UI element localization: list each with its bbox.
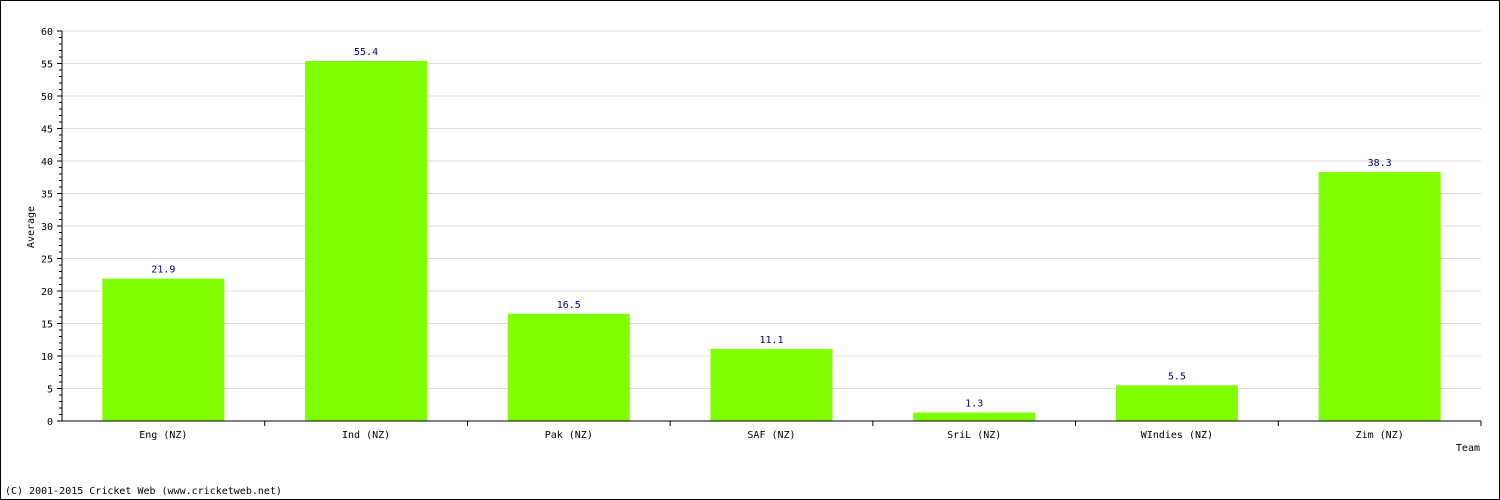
value-labels: 21.9 55.4 16.5 11.1 1.3 5.5 38.3 [151,47,1391,410]
y-tick-label-55: 55 [41,60,53,71]
y-ticks: 0 5 10 15 20 25 30 35 40 45 50 55 60 [41,27,62,428]
x-tick-label-1: Ind (NZ) [342,430,390,441]
y-axis-title: Average [26,206,37,248]
bar-2 [507,313,630,421]
value-label-1: 55.4 [354,47,378,58]
y-tick-label-45: 45 [41,125,53,136]
y-tick-label-5: 5 [47,385,53,396]
y-tick-label-60: 60 [41,27,53,38]
value-label-4: 1.3 [965,399,983,410]
bar-5 [1115,385,1238,421]
x-tick-label-4: SriL (NZ) [947,430,1001,441]
y-tick-label-30: 30 [41,222,53,233]
bar-0 [102,278,225,421]
y-tick-label-50: 50 [41,92,53,103]
value-label-3: 11.1 [759,335,783,346]
x-tick-label-6: Zim (NZ) [1356,430,1404,441]
x-axis-title: Team [1456,443,1480,454]
y-tick-label-25: 25 [41,255,53,266]
bar-3 [710,348,833,421]
value-label-5: 5.5 [1168,371,1186,382]
x-tick-label-3: SAF (NZ) [747,430,795,441]
y-tick-label-40: 40 [41,157,53,168]
gridlines [62,30,1481,389]
copyright-footer: (C) 2001-2015 Cricket Web (www.cricketwe… [5,486,282,497]
value-label-2: 16.5 [557,300,581,311]
bar-1 [305,60,428,422]
x-tick-label-2: Pak (NZ) [545,430,593,441]
bar-6 [1318,172,1441,421]
bars [102,60,1441,422]
x-tick-label-5: WIndies (NZ) [1141,430,1213,441]
y-tick-label-10: 10 [41,352,53,363]
value-label-0: 21.9 [151,265,175,276]
y-tick-label-20: 20 [41,287,53,298]
x-ticks: Eng (NZ) Ind (NZ) Pak (NZ) SAF (NZ) SriL (NZ… [139,421,1482,441]
y-tick-label-35: 35 [41,190,53,201]
bar-4 [913,412,1036,421]
y-tick-label-0: 0 [47,417,53,428]
x-tick-label-0: Eng (NZ) [139,430,187,441]
y-tick-label-15: 15 [41,320,53,331]
value-label-6: 38.3 [1368,158,1392,169]
